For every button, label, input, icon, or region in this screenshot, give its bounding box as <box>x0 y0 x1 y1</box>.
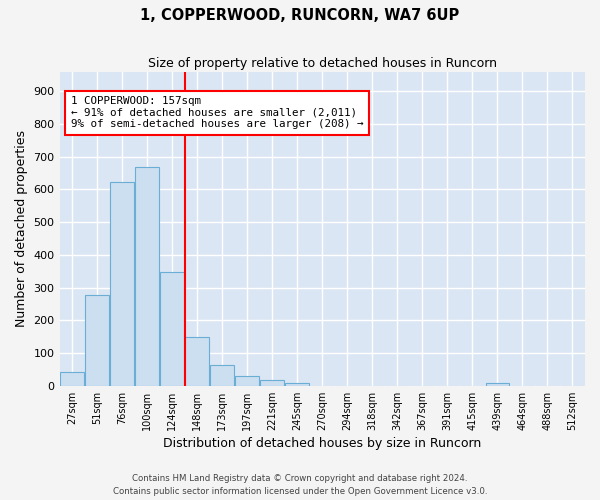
Text: 1, COPPERWOOD, RUNCORN, WA7 6UP: 1, COPPERWOOD, RUNCORN, WA7 6UP <box>140 8 460 22</box>
Bar <box>135 166 159 386</box>
Bar <box>60 372 84 386</box>
Bar <box>260 380 284 386</box>
X-axis label: Distribution of detached houses by size in Runcorn: Distribution of detached houses by size … <box>163 437 481 450</box>
Bar <box>485 382 509 386</box>
Bar <box>235 376 259 386</box>
Bar <box>160 272 184 386</box>
Text: 1 COPPERWOOD: 157sqm
← 91% of detached houses are smaller (2,011)
9% of semi-det: 1 COPPERWOOD: 157sqm ← 91% of detached h… <box>71 96 364 130</box>
Bar <box>110 182 134 386</box>
Bar <box>210 364 234 386</box>
Bar <box>85 295 109 386</box>
Bar <box>286 382 309 386</box>
Y-axis label: Number of detached properties: Number of detached properties <box>15 130 28 327</box>
Title: Size of property relative to detached houses in Runcorn: Size of property relative to detached ho… <box>148 58 497 70</box>
Text: Contains HM Land Registry data © Crown copyright and database right 2024.
Contai: Contains HM Land Registry data © Crown c… <box>113 474 487 496</box>
Bar <box>185 336 209 386</box>
